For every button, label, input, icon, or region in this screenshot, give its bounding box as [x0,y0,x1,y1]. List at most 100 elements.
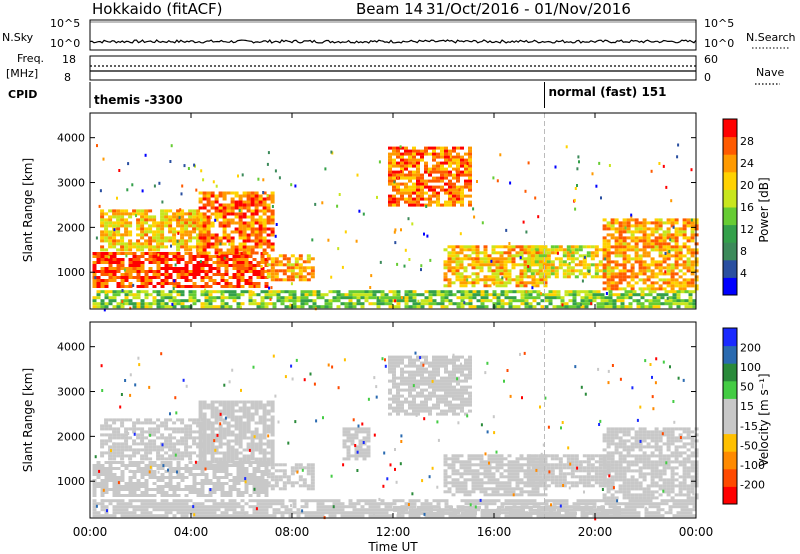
velocity-cell [214,427,219,431]
power-cell [646,263,651,267]
velocity-cell [432,367,436,371]
power-cell [250,191,255,195]
velocity-cell [483,493,488,497]
velocity-cell [471,478,476,482]
power-cell [388,302,393,306]
velocity-cell [176,470,181,473]
power-cell [468,155,472,159]
power-cell [455,257,460,261]
power-cell [404,200,408,204]
power-cell [670,236,675,240]
velocity-cell [408,355,412,359]
power-speckle-cell [466,162,469,166]
power-cell [630,224,635,228]
power-cell [252,267,257,270]
velocity-cell [503,490,508,494]
velocity-cell [479,463,484,467]
velocity-cell [444,394,448,398]
power-cell [424,152,428,156]
velocity-cell [479,487,484,491]
power-cell [686,245,691,249]
velocity-cell [471,481,476,485]
power-speckle-cell [588,269,590,273]
power-cell [234,221,239,225]
power-cell [176,245,181,249]
velocity-cell [262,454,267,458]
velocity-cell [214,400,219,404]
power-cell [642,266,647,270]
power-cell [396,185,400,189]
power-cell [523,245,528,249]
velocity-cell [562,466,567,470]
velocity-cell [222,460,227,464]
power-cell [452,191,456,195]
power-cell [480,299,485,303]
velocity-cell [424,355,428,359]
velocity-cell [148,476,153,479]
power-cell [260,273,265,276]
velocity-cell [116,433,121,437]
velocity-cell [192,436,197,440]
power-cell [222,212,227,216]
power-cell [524,293,529,297]
velocity-cell [546,454,551,458]
velocity-cell [144,448,149,452]
power-cell [558,248,563,252]
power-speckle-cell [417,299,420,303]
velocity-cell [156,436,161,440]
power-cell [642,245,647,249]
velocity-cell [112,427,117,431]
velocity-cell [468,394,472,398]
velocity-cell [400,373,404,377]
power-cell [256,282,261,285]
velocity-cell [224,494,229,497]
velocity-cell [455,487,460,491]
velocity-cell [196,436,201,440]
power-cell [180,242,185,246]
power-cell [590,275,595,279]
power-cell [580,290,585,294]
velocity-region-0 [92,461,269,497]
velocity-cell [459,490,464,494]
velocity-cell [140,439,145,443]
power-cell [296,299,301,303]
power-cell [400,158,404,162]
power-cell [432,188,436,192]
power-cell [202,197,207,201]
velocity-cell [92,467,97,470]
power-cell [140,261,145,264]
velocity-cell [232,482,237,485]
velocity-cell [507,463,512,467]
velocity-cell [214,412,219,416]
power-cell [459,284,464,288]
power-cell [276,299,281,303]
velocity-cell [266,427,271,431]
velocity-cell [156,427,161,431]
power-cell [136,212,141,216]
power-cell [116,267,121,270]
velocity-cell [226,403,231,407]
velocity-cell [230,460,235,464]
power-cell [270,257,275,261]
power-cell [404,173,408,177]
power-cell [455,272,460,276]
power-cell [368,290,373,294]
velocity-cell [471,469,476,473]
power-cell [278,254,283,258]
velocity-cell [464,391,468,395]
power-cell [582,275,587,279]
power-cell [116,242,121,246]
power-cell [542,263,547,267]
power-cell [388,155,392,159]
velocity-cell [128,427,133,431]
power-cell [104,233,109,237]
power-cell [447,263,452,267]
power-cell [388,299,393,303]
power-cell [268,290,273,294]
power-cell [104,267,109,270]
velocity-cell [140,421,145,425]
velocity-cell [196,430,201,434]
power-cell [164,264,169,267]
velocity-cell [180,457,185,461]
power-cell [646,254,651,258]
